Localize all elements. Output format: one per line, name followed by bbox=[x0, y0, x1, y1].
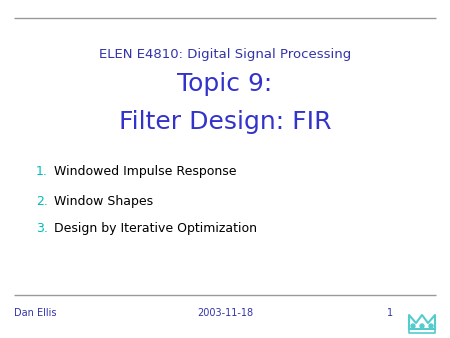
Text: 1.: 1. bbox=[36, 165, 48, 178]
Text: 1: 1 bbox=[387, 308, 393, 318]
Text: Topic 9:: Topic 9: bbox=[177, 72, 273, 96]
Circle shape bbox=[429, 324, 433, 328]
Text: 3.: 3. bbox=[36, 222, 48, 235]
Text: Window Shapes: Window Shapes bbox=[54, 195, 153, 208]
Text: Windowed Impulse Response: Windowed Impulse Response bbox=[54, 165, 237, 178]
Text: 2003-11-18: 2003-11-18 bbox=[197, 308, 253, 318]
Text: Filter Design: FIR: Filter Design: FIR bbox=[119, 110, 331, 134]
Text: 2.: 2. bbox=[36, 195, 48, 208]
Text: Dan Ellis: Dan Ellis bbox=[14, 308, 57, 318]
Circle shape bbox=[420, 324, 424, 328]
Circle shape bbox=[411, 324, 415, 328]
Text: Design by Iterative Optimization: Design by Iterative Optimization bbox=[54, 222, 257, 235]
Text: ELEN E4810: Digital Signal Processing: ELEN E4810: Digital Signal Processing bbox=[99, 48, 351, 61]
